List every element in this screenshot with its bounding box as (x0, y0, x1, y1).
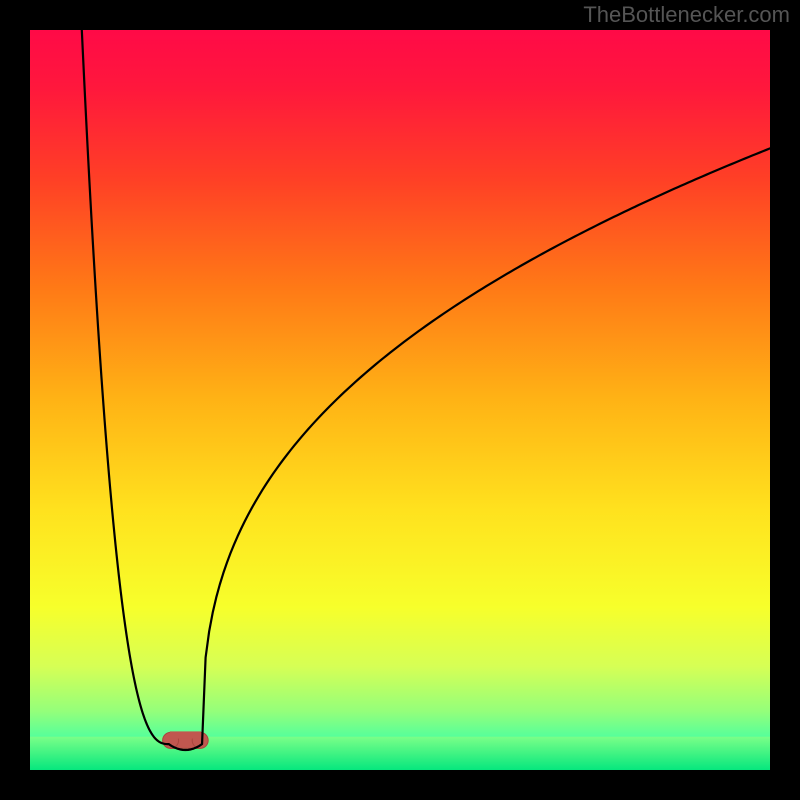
chart-container: TheBottlenecker.com (0, 0, 800, 800)
plot-background-gradient (30, 30, 770, 770)
watermark-text: TheBottlenecker.com (583, 2, 790, 28)
bottleneck-chart (0, 0, 800, 800)
green-bottom-band (30, 737, 770, 770)
